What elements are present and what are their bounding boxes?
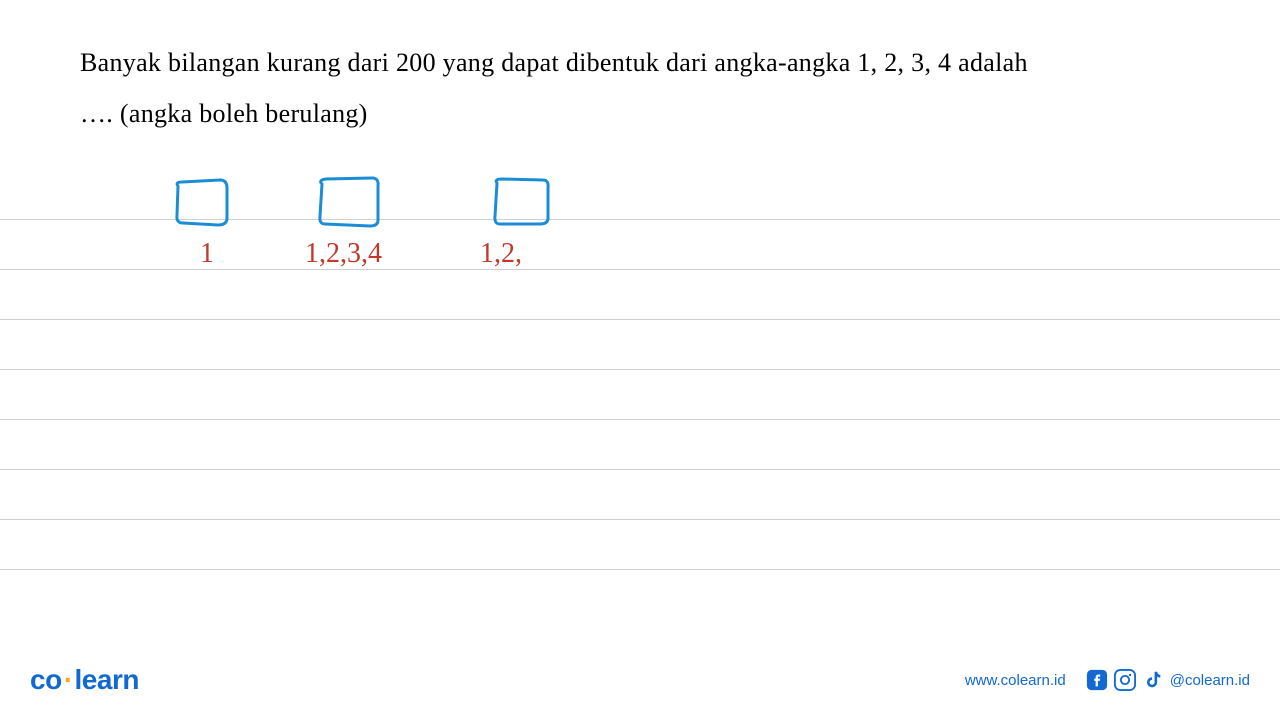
instagram-icon[interactable]	[1114, 669, 1136, 691]
tiktok-icon[interactable]	[1142, 669, 1164, 691]
website-link[interactable]: www.colearn.id	[965, 672, 1066, 689]
ruled-line	[0, 170, 1280, 220]
ruled-line	[0, 320, 1280, 370]
facebook-icon[interactable]	[1086, 669, 1108, 691]
ruled-line	[0, 270, 1280, 320]
ruled-area	[0, 170, 1280, 640]
ruled-line	[0, 520, 1280, 570]
footer-right: www.colearn.id @colearn.id	[965, 669, 1250, 691]
logo-co: co	[30, 664, 62, 695]
ruled-line	[0, 370, 1280, 420]
ruled-line	[0, 220, 1280, 270]
ruled-line	[0, 420, 1280, 470]
logo-dot: ·	[62, 664, 75, 695]
logo-learn: learn	[75, 664, 139, 695]
social-group: @colearn.id	[1086, 669, 1250, 691]
question-line-2: …. (angka boleh berulang)	[80, 89, 1200, 140]
footer: co·learn www.colearn.id @colearn.id	[0, 640, 1280, 720]
ruled-line	[0, 470, 1280, 520]
logo: co·learn	[30, 664, 139, 696]
question-area: Banyak bilangan kurang dari 200 yang dap…	[0, 0, 1280, 159]
question-line-1: Banyak bilangan kurang dari 200 yang dap…	[80, 38, 1200, 89]
social-handle: @colearn.id	[1170, 672, 1250, 689]
